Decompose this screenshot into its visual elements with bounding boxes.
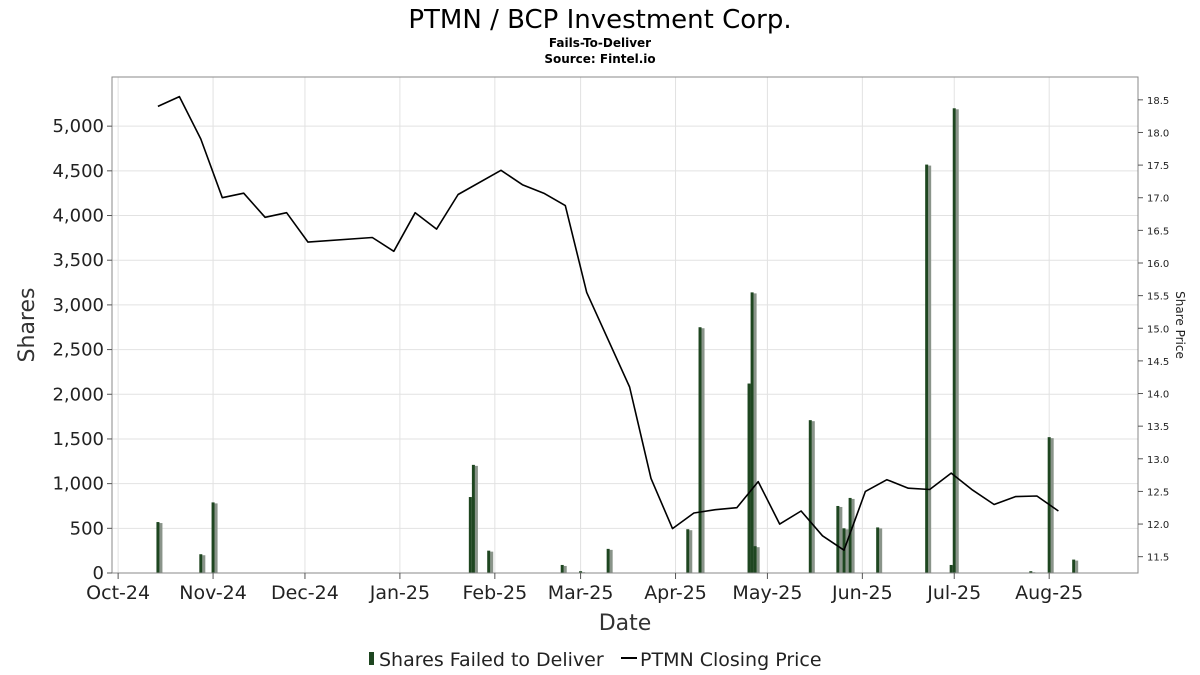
chart-subtitle: Fails-To-Deliver: [549, 36, 651, 50]
fails-bar-shadow: [1050, 438, 1054, 573]
fails-bar: [606, 548, 610, 573]
fails-bar-shadow: [689, 530, 693, 573]
fails-bar-shadow: [811, 421, 815, 573]
x-tick-label: Feb-25: [462, 582, 527, 604]
fails-bar: [471, 464, 475, 573]
fails-bar: [560, 564, 564, 573]
y2-tick-label: 17.5: [1147, 161, 1169, 172]
y-tick-label: 4,500: [52, 161, 104, 182]
y2-tick-label: 11.5: [1147, 553, 1169, 564]
y-tick-label: 2,000: [52, 384, 104, 405]
fails-bar: [468, 497, 472, 573]
chart-source: Source: Fintel.io: [544, 52, 655, 66]
y2-tick-label: 16.5: [1147, 226, 1169, 237]
fails-bar: [1029, 571, 1033, 573]
y-tick-label: 4,000: [52, 206, 104, 227]
fails-bar: [925, 164, 929, 574]
x-tick-label: May-25: [732, 582, 802, 604]
y2-tick-label: 13.0: [1147, 455, 1169, 466]
y2-tick-label: 13.5: [1147, 422, 1169, 433]
fails-bar-shadow: [563, 565, 567, 573]
y-tick-label: 1,500: [52, 429, 104, 450]
y2-tick-label: 16.0: [1147, 259, 1169, 270]
fails-bar-shadow: [845, 529, 849, 573]
fails-bar: [487, 550, 491, 573]
legend-bar-label: Shares Failed to Deliver: [379, 649, 604, 671]
closing-price-line: [157, 95, 1059, 552]
fails-bar: [876, 527, 880, 573]
fails-bar: [579, 571, 583, 573]
fails-bar: [750, 292, 754, 573]
y-tick-label: 2,500: [52, 340, 104, 361]
y2-axis-label: Share Price: [1173, 291, 1187, 359]
fails-bar: [199, 554, 203, 573]
y2-tick-label: 15.5: [1147, 292, 1169, 303]
x-tick-label: Oct-24: [86, 582, 150, 604]
y-tick-label: 3,500: [52, 250, 104, 271]
y-tick-label: 500: [70, 518, 104, 539]
y2-tick-label: 15.0: [1147, 324, 1169, 335]
fails-bar: [747, 383, 751, 573]
y-tick-label: 0: [93, 563, 104, 584]
y2-tick-label: 12.5: [1147, 487, 1169, 498]
x-tick-label: Nov-24: [179, 582, 247, 604]
x-tick-label: Dec-24: [271, 582, 339, 604]
legend: Shares Failed to Deliver PTMN Closing Pr…: [369, 649, 822, 671]
fails-bar: [952, 108, 956, 573]
x-axis-ticks: Oct-24 Nov-24 Dec-24 Jan-25 Feb-25 Mar-25 Apr-…: [86, 573, 1083, 604]
fails-bar: [156, 522, 160, 573]
x-tick-label: Jun-25: [831, 582, 893, 604]
fails-bar-shadow: [159, 523, 163, 573]
y-axis-ticks: 0 500 1,000 1,500 2,000 2,500 3,000 3,500 4,000 4…: [52, 116, 112, 584]
y-tick-label: 3,000: [52, 295, 104, 316]
y2-tick-label: 12.0: [1147, 520, 1169, 531]
bar-series: [156, 108, 1079, 574]
y2-tick-label: 14.0: [1147, 390, 1169, 401]
fails-bar: [211, 502, 215, 573]
fails-bar-shadow: [202, 555, 206, 573]
fails-bar: [698, 327, 702, 573]
y-axis-label: Shares: [15, 288, 40, 363]
y2-tick-label: 18.0: [1147, 128, 1169, 139]
legend-bar-swatch: [369, 652, 374, 665]
y-tick-label: 1,000: [52, 474, 104, 495]
fails-bar-shadow: [1075, 560, 1079, 573]
x-tick-label: Apr-25: [644, 582, 707, 604]
line-series: [157, 95, 1059, 552]
x-tick-label: Aug-25: [1015, 582, 1083, 604]
x-tick-label: Mar-25: [548, 582, 614, 604]
fails-bar-shadow: [490, 551, 494, 573]
plot-frame: [111, 76, 1139, 574]
x-axis-label: Date: [599, 611, 652, 636]
y2-axis-ticks: 11.5 12.0 12.5 13.0 13.5 14.0 14.5 15.0 15.5 16.0…: [1138, 96, 1169, 564]
fails-bar-shadow: [753, 293, 757, 573]
fails-bar-shadow: [756, 547, 760, 573]
fails-bar-shadow: [839, 506, 843, 573]
y-tick-label: 5,000: [52, 116, 104, 137]
y2-tick-label: 17.0: [1147, 194, 1169, 205]
fails-bar: [753, 546, 757, 573]
fails-bar-shadow: [214, 503, 218, 573]
x-tick-label: Jul-25: [926, 582, 981, 604]
fails-bar-shadow: [474, 465, 478, 573]
fails-bar-shadow: [701, 328, 705, 573]
fails-bar: [686, 529, 690, 573]
legend-line-label: PTMN Closing Price: [640, 649, 822, 671]
fails-bar-shadow: [609, 549, 613, 573]
fails-bar: [949, 564, 953, 573]
fails-bar-shadow: [955, 109, 959, 573]
fails-bar-shadow: [851, 498, 855, 573]
fails-bar: [836, 505, 840, 573]
x-tick-label: Jan-25: [369, 582, 430, 604]
y2-tick-label: 14.5: [1147, 357, 1169, 368]
fails-bar-shadow: [928, 165, 932, 574]
chart-title: PTMN / BCP Investment Corp.: [408, 5, 791, 35]
fails-bar: [808, 420, 812, 573]
fails-bar-shadow: [879, 528, 883, 573]
y2-tick-label: 18.5: [1147, 96, 1169, 107]
fails-bar: [1072, 559, 1076, 573]
